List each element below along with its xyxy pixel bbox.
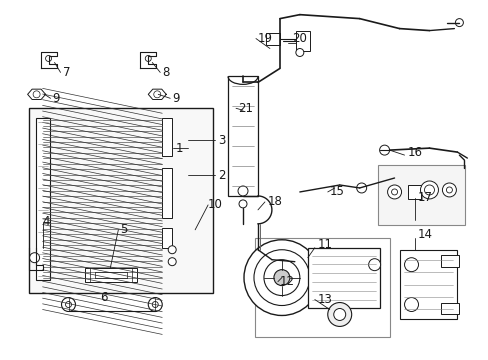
Bar xyxy=(162,228,172,248)
Text: 8: 8 xyxy=(162,66,169,79)
Text: 13: 13 xyxy=(317,293,332,306)
Circle shape xyxy=(368,259,380,271)
Text: 3: 3 xyxy=(218,134,225,147)
Bar xyxy=(254,238,389,337)
Text: 9: 9 xyxy=(52,92,60,105)
Circle shape xyxy=(442,183,455,197)
Circle shape xyxy=(45,55,51,62)
Text: 16: 16 xyxy=(407,145,422,159)
Circle shape xyxy=(65,302,71,307)
Circle shape xyxy=(30,253,40,263)
Text: 2: 2 xyxy=(218,168,225,181)
Circle shape xyxy=(273,270,289,285)
Circle shape xyxy=(327,302,351,327)
Text: 6: 6 xyxy=(100,291,108,304)
Circle shape xyxy=(295,49,303,57)
Bar xyxy=(265,32,279,45)
Circle shape xyxy=(404,298,418,311)
Circle shape xyxy=(239,200,246,208)
Bar xyxy=(85,268,137,282)
Text: 9: 9 xyxy=(172,92,179,105)
Circle shape xyxy=(404,258,418,272)
Text: 19: 19 xyxy=(258,32,272,45)
Text: 17: 17 xyxy=(417,192,431,204)
Circle shape xyxy=(168,258,176,266)
Text: 21: 21 xyxy=(238,102,252,115)
Circle shape xyxy=(454,19,463,27)
Text: 11: 11 xyxy=(317,238,332,251)
Text: 18: 18 xyxy=(267,195,282,208)
Circle shape xyxy=(379,145,389,155)
Circle shape xyxy=(168,246,176,254)
Circle shape xyxy=(264,260,299,296)
Circle shape xyxy=(420,181,438,199)
Text: 1: 1 xyxy=(175,141,183,155)
Circle shape xyxy=(387,185,401,199)
Circle shape xyxy=(424,185,433,195)
Bar xyxy=(441,255,458,267)
Text: 7: 7 xyxy=(62,66,70,79)
Bar xyxy=(227,76,258,196)
Circle shape xyxy=(446,187,451,193)
Bar xyxy=(29,108,213,293)
Text: 20: 20 xyxy=(291,32,306,45)
Text: 5: 5 xyxy=(120,223,127,236)
Circle shape xyxy=(356,183,366,193)
Bar xyxy=(377,165,465,225)
Bar xyxy=(295,31,309,50)
Bar xyxy=(162,118,172,156)
Circle shape xyxy=(153,91,161,98)
Circle shape xyxy=(152,302,158,307)
Text: 12: 12 xyxy=(279,275,294,288)
Text: 15: 15 xyxy=(329,185,344,198)
Bar xyxy=(162,168,172,218)
Bar xyxy=(399,250,456,319)
Text: 14: 14 xyxy=(417,228,431,241)
Bar xyxy=(307,248,379,307)
Circle shape xyxy=(145,55,151,62)
Bar xyxy=(36,118,49,280)
Circle shape xyxy=(238,186,247,196)
Bar xyxy=(407,185,421,199)
Circle shape xyxy=(391,189,397,195)
Text: 10: 10 xyxy=(208,198,223,211)
Bar xyxy=(441,302,458,315)
Circle shape xyxy=(244,240,319,315)
Circle shape xyxy=(61,298,75,311)
Text: 4: 4 xyxy=(42,215,50,228)
Circle shape xyxy=(253,250,309,306)
Circle shape xyxy=(333,309,345,320)
Circle shape xyxy=(33,91,40,98)
Circle shape xyxy=(148,298,162,311)
